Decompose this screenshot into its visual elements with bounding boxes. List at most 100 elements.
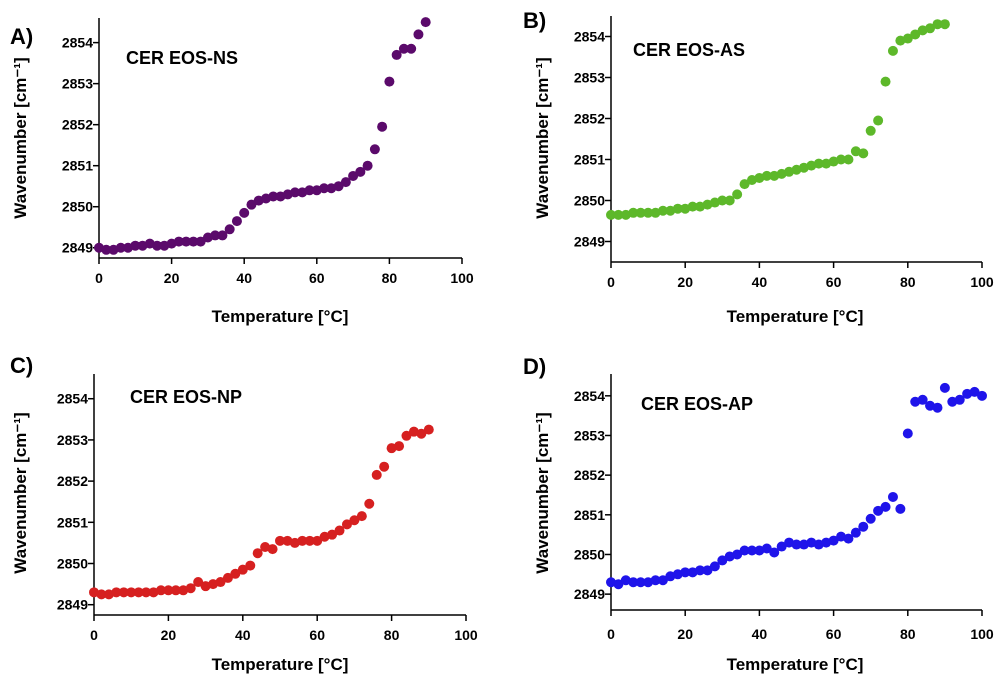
y-tick-label: 2853 <box>574 70 605 86</box>
y-axis-title: Wavenumber [cm⁻¹] <box>533 57 552 218</box>
y-tick-label: 2852 <box>57 473 88 489</box>
data-point <box>133 587 144 598</box>
data-point <box>398 43 409 54</box>
data-point <box>118 587 129 598</box>
data-point <box>96 589 107 600</box>
data-point <box>170 585 181 596</box>
data-point <box>643 207 654 218</box>
x-axis-title: Temperature [°C] <box>212 307 349 326</box>
chart-title: CER EOS-NP <box>130 387 242 407</box>
data-point <box>776 541 787 552</box>
data-point <box>193 577 204 588</box>
data-point <box>111 587 122 598</box>
data-point <box>275 535 285 546</box>
y-tick-label: 2853 <box>62 76 93 92</box>
data-point <box>858 148 869 159</box>
data-point <box>333 181 344 192</box>
x-tick-label: 40 <box>235 627 251 643</box>
y-tick-label: 2851 <box>57 514 88 530</box>
data-point <box>185 583 196 594</box>
data-point <box>215 577 226 588</box>
data-point <box>672 203 683 214</box>
data-point <box>613 579 624 590</box>
data-point <box>650 575 661 586</box>
data-point <box>977 390 987 401</box>
data-point <box>252 548 263 559</box>
chart-panel-2: 0 20 40 60 80 100 2849 2850 2851 2852 2853 2854 C) CE… <box>10 353 478 674</box>
data-point <box>739 545 750 556</box>
data-point <box>364 498 375 509</box>
data-point <box>761 170 772 181</box>
data-point <box>356 511 367 522</box>
data-point <box>416 428 427 439</box>
x-tick-label: 100 <box>970 274 994 290</box>
y-tick-label: 2854 <box>57 391 88 407</box>
data-point <box>217 230 228 241</box>
data-point <box>101 244 112 255</box>
data-point <box>732 189 743 200</box>
data-point <box>224 224 235 235</box>
data-point <box>371 469 382 480</box>
data-point <box>709 561 720 572</box>
y-tick-label: 2850 <box>57 556 88 572</box>
data-point <box>304 185 315 196</box>
y-tick-label: 2849 <box>62 240 93 256</box>
data-point <box>341 519 352 530</box>
data-point <box>836 154 847 165</box>
data-point <box>880 76 891 87</box>
x-tick-label: 40 <box>236 270 252 286</box>
data-point <box>237 564 248 575</box>
chart-panel-3: 0 20 40 60 80 100 2849 2850 2851 2852 2853 2854 D) CE… <box>523 354 994 674</box>
panel-label: C) <box>10 353 33 378</box>
data-point <box>230 568 241 579</box>
data-point <box>880 501 891 512</box>
data-point <box>319 183 330 194</box>
data-point <box>902 428 913 439</box>
x-tick-label: 80 <box>382 270 398 286</box>
x-tick-label: 80 <box>900 274 916 290</box>
data-point <box>717 555 728 566</box>
data-point <box>126 587 137 598</box>
y-tick-label: 2853 <box>57 432 88 448</box>
data-point <box>340 177 351 188</box>
data-point <box>268 191 279 202</box>
panel-label: D) <box>523 354 546 379</box>
data-point <box>115 242 126 253</box>
y-tick-label: 2854 <box>574 388 605 404</box>
chart-title: CER EOS-AP <box>641 394 753 414</box>
data-point <box>290 187 301 198</box>
data-point <box>130 240 141 251</box>
data-point <box>843 533 854 544</box>
data-point <box>377 121 388 132</box>
data-point <box>141 587 152 598</box>
y-tick-label: 2849 <box>574 234 605 250</box>
y-tick-label: 2850 <box>62 199 93 215</box>
data-point <box>850 527 861 538</box>
data-point <box>895 503 906 514</box>
data-point <box>394 441 405 452</box>
data-point <box>327 529 338 540</box>
x-tick-label: 20 <box>161 627 177 643</box>
data-point <box>858 521 869 532</box>
panel-label: A) <box>10 24 33 49</box>
y-tick-label: 2851 <box>62 158 93 174</box>
x-tick-label: 80 <box>900 626 916 642</box>
data-point <box>267 544 278 555</box>
x-tick-label: 100 <box>454 627 478 643</box>
y-tick-label: 2850 <box>574 546 605 562</box>
data-point <box>628 207 639 218</box>
y-axis-title: Wavenumber [cm⁻¹] <box>11 57 30 218</box>
data-point <box>873 505 884 516</box>
data-point <box>613 209 624 220</box>
data-point <box>297 535 308 546</box>
data-point <box>717 195 728 206</box>
x-tick-label: 100 <box>970 626 994 642</box>
data-point <box>606 209 616 220</box>
data-point <box>188 236 199 247</box>
data-point <box>379 461 390 472</box>
x-axis-title: Temperature [°C] <box>212 655 349 674</box>
data-point <box>769 547 780 558</box>
data-point <box>791 539 802 550</box>
data-point <box>423 424 434 435</box>
data-point <box>865 513 876 524</box>
